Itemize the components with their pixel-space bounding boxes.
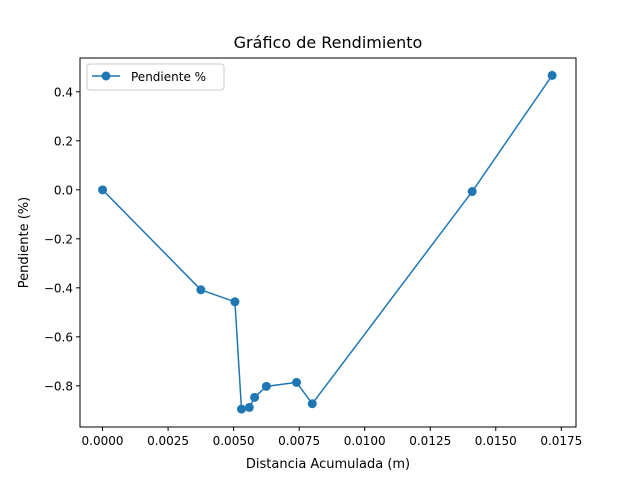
data-point — [307, 399, 317, 409]
legend-marker — [101, 71, 111, 81]
chart-title: Gráfico de Rendimiento — [234, 33, 423, 52]
legend-label: Pendiente % — [131, 70, 206, 84]
data-point — [244, 402, 254, 412]
data-point — [230, 297, 240, 307]
x-axis-label: Distancia Acumulada (m) — [246, 457, 410, 472]
data-point — [236, 404, 246, 414]
x-ticks: 0.0000 0.0025 0.0050 0.0075 0.0100 0.0125 0.01… — [82, 427, 582, 448]
legend: Pendiente % — [86, 63, 225, 91]
x-tick-label: 0.0000 — [82, 434, 124, 448]
y-tick-label: −0.2 — [44, 232, 73, 246]
data-point — [196, 285, 206, 295]
data-point — [547, 70, 557, 80]
x-tick-label: 0.0100 — [344, 434, 386, 448]
y-tick-label: −0.8 — [44, 379, 73, 393]
plot-frame — [79, 57, 577, 428]
y-tick-label: 0.4 — [54, 85, 73, 99]
data-point — [250, 392, 260, 402]
x-tick-label: 0.0075 — [278, 434, 320, 448]
x-tick-label: 0.0150 — [475, 434, 517, 448]
y-tick-label: 0.0 — [54, 183, 73, 197]
y-axis-label: Pendiente (%) — [17, 197, 32, 288]
data-point — [292, 377, 302, 387]
plot-area — [98, 70, 557, 414]
y-tick-label: −0.4 — [44, 281, 73, 295]
y-tick-label: −0.6 — [44, 330, 73, 344]
data-point — [98, 185, 108, 195]
x-tick-label: 0.0175 — [540, 434, 582, 448]
x-tick-label: 0.0025 — [147, 434, 189, 448]
legend-box — [86, 63, 225, 91]
y-ticks: −0.8 −0.6 −0.4 −0.2 0.0 0.2 0.4 — [44, 85, 80, 393]
y-tick-label: 0.2 — [54, 134, 73, 148]
data-point — [467, 187, 477, 197]
x-tick-label: 0.0125 — [409, 434, 451, 448]
x-tick-label: 0.0050 — [213, 434, 255, 448]
data-point — [261, 381, 271, 391]
